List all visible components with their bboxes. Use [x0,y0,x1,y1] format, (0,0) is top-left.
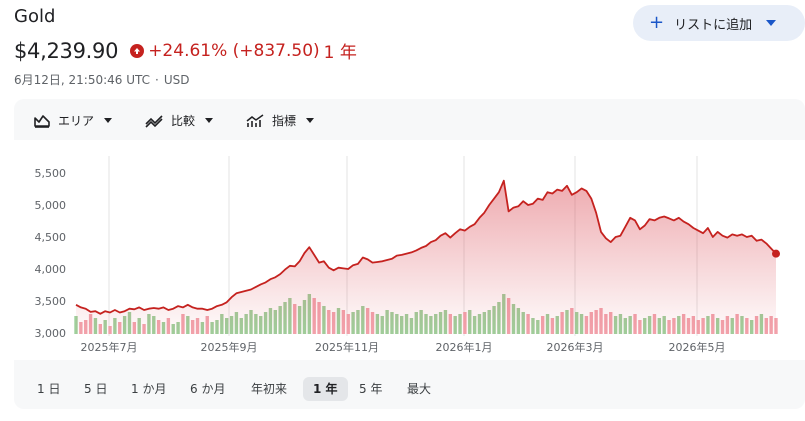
x-axis-label: 2026年3月 [547,340,604,354]
chevron-down-icon [104,118,113,123]
add-to-list-button[interactable]: + リストに追加 [633,5,805,41]
price-chart-svg: 5,500 5,000 4,500 4,000 3,500 3,000 2025年7月 20… [35,156,780,354]
price-change: +24.61% (+837.50) [148,40,320,61]
range-5d[interactable]: 5 日 [84,382,108,396]
range-1m[interactable]: 1 か月 [131,382,167,396]
chevron-down-icon [306,118,315,123]
timestamp: 6月12日, 21:50:46 UTC [14,73,151,87]
plus-icon: + [649,12,665,33]
change-period: 1 年 [323,43,357,63]
compare-icon [145,114,163,128]
range-5y[interactable]: 5 年 [359,382,383,396]
price-chart[interactable]: 5,500 5,000 4,500 4,000 3,500 3,000 2025年7月 20… [14,140,805,360]
current-price: $4,239.90 [14,38,119,63]
range-1y[interactable]: 1 年 [303,377,348,401]
x-axis-label: 2025年9月 [201,340,258,354]
y-tick-label: 5,500 [35,167,67,180]
y-tick-label: 3,500 [35,295,67,308]
last-price-marker [772,249,780,258]
x-axis-label: 2026年5月 [669,340,726,354]
range-ytd[interactable]: 年初来 [251,382,288,396]
x-axis-label: 2026年1月 [436,340,493,354]
price-area-fill [76,180,776,334]
chevron-down-icon [205,118,214,123]
chart-toolbar: エリア 比較 指標 [14,99,805,140]
range-max[interactable]: 最大 [407,382,432,396]
compare-dropdown[interactable]: 比較 [145,112,214,129]
area-chart-icon [34,114,50,128]
separator: · [155,73,159,87]
range-1d[interactable]: 1 日 [37,382,61,396]
price-row: $4,239.90 +24.61% (+837.50) 1 年 [14,38,357,64]
quote-meta: 6月12日, 21:50:46 UTC · USD [14,71,190,88]
currency: USD [163,73,190,87]
chart-card: エリア 比較 指標 5,500 5,000 4 [14,99,805,409]
chart-type-dropdown[interactable]: エリア [34,112,113,129]
indicator-dropdown[interactable]: 指標 [246,112,315,129]
arrow-up-icon [130,43,145,58]
chart-type-label: エリア [58,114,95,128]
asset-title: Gold [14,6,56,27]
x-axis-label: 2025年11月 [315,340,379,354]
y-tick-label: 5,000 [35,199,67,212]
x-axis-label: 2025年7月 [81,340,138,354]
indicator-label: 指標 [272,114,297,128]
price-line [75,179,777,315]
y-tick-label: 4,500 [35,231,67,244]
range-6m[interactable]: 6 か月 [190,382,226,396]
compare-label: 比較 [171,114,196,128]
y-tick-label: 4,000 [35,263,67,276]
indicator-icon [246,113,264,127]
chevron-down-icon[interactable] [766,20,777,26]
y-tick-label: 3,000 [35,327,67,340]
add-to-list-label: リストに追加 [674,17,753,33]
